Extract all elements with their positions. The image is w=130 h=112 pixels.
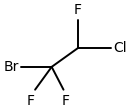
Text: Br: Br: [3, 60, 19, 74]
Text: Cl: Cl: [113, 41, 127, 55]
Text: F: F: [62, 94, 70, 108]
Text: F: F: [74, 3, 82, 17]
Text: F: F: [26, 94, 34, 108]
